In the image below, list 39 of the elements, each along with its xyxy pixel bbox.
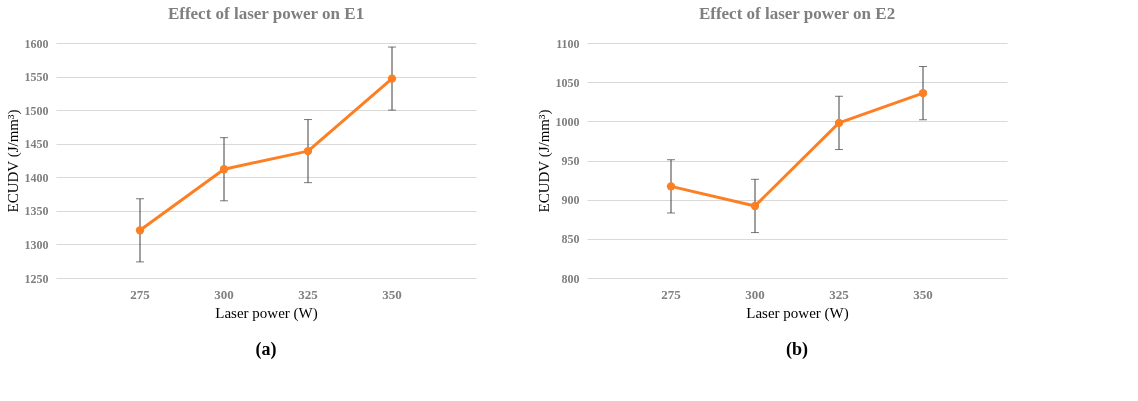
y-tick-label: 1100 xyxy=(556,36,580,51)
x-tick-label: 325 xyxy=(298,286,319,302)
x-axis-title: Laser power (W) xyxy=(215,304,318,322)
y-tick-label: 1000 xyxy=(555,114,580,129)
y-tick-label: 1500 xyxy=(24,103,49,118)
y-tick-label: 1400 xyxy=(24,170,49,185)
text: (b) xyxy=(786,339,808,360)
y-tick-label: 900 xyxy=(561,193,580,208)
y-axis-title: ECUDV (J/mm³) xyxy=(535,109,553,213)
y-tick-label: 1600 xyxy=(24,36,49,51)
y-tick-label: 850 xyxy=(561,232,580,247)
text: (a) xyxy=(255,339,277,360)
point xyxy=(303,146,313,156)
y-axis-title: ECUDV (J/mm³) xyxy=(4,109,22,213)
x-tick-label: 300 xyxy=(214,286,234,302)
x-axis-title: Laser power (W) xyxy=(746,304,849,322)
y-tick-label: 1450 xyxy=(24,137,49,152)
x-tick-label: 300 xyxy=(745,286,765,302)
point xyxy=(219,165,229,174)
point xyxy=(135,226,145,235)
x-tick-label: 325 xyxy=(829,286,850,302)
x-tick-label: 350 xyxy=(382,286,402,302)
y-tick-label: 800 xyxy=(561,271,580,286)
point xyxy=(750,201,760,211)
chart-title: Effect of laser power on E1 xyxy=(167,4,365,23)
y-tick-label: 1550 xyxy=(24,70,49,85)
y-tick-label: 1050 xyxy=(555,75,580,90)
chart-title: Effect of laser power on E2 xyxy=(698,4,896,23)
y-tick-label: 950 xyxy=(561,154,580,168)
point xyxy=(834,118,844,128)
point xyxy=(918,88,928,98)
point xyxy=(387,74,397,83)
x-tick-label: 275 xyxy=(130,286,151,302)
y-tick-label: 1250 xyxy=(24,271,49,286)
x-tick-label: 350 xyxy=(913,286,933,302)
x-tick-label: 275 xyxy=(661,286,682,302)
point xyxy=(666,182,676,191)
y-tick-label: 1350 xyxy=(24,204,49,219)
y-tick-label: 1300 xyxy=(24,237,49,252)
